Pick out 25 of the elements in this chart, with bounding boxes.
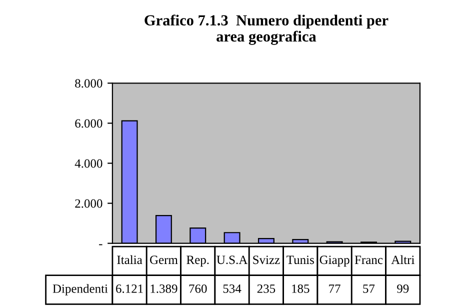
x-tick-label: Altri bbox=[391, 255, 414, 264]
data-label: 185 bbox=[292, 284, 310, 293]
x-tick-label: Rep. bbox=[186, 256, 209, 267]
y-tick-label: - bbox=[99, 244, 102, 246]
x-tick-label: U.S.A bbox=[216, 256, 248, 264]
data-label: 99 bbox=[397, 284, 409, 293]
x-tick-label: Tunis bbox=[286, 256, 314, 264]
y-tick-label: 6.000 bbox=[75, 119, 102, 128]
x-tick-label: Franc bbox=[354, 256, 383, 264]
x-tick-label: Germ bbox=[150, 256, 178, 264]
data-label: 6.121 bbox=[116, 284, 143, 293]
data-label: 57 bbox=[363, 284, 375, 293]
chart-title: Grafico 7.1.3 Numero dipendenti per area geografica bbox=[144, 14, 388, 45]
data-label: 760 bbox=[189, 284, 207, 293]
data-label: 77 bbox=[329, 284, 340, 293]
x-tick-label: Svizz bbox=[253, 256, 280, 264]
y-tick-label: 8.000 bbox=[75, 79, 102, 88]
text: Dipendenti bbox=[52, 284, 108, 296]
x-tick-label: Giapp bbox=[320, 256, 350, 267]
data-label: 235 bbox=[257, 284, 276, 293]
x-tick-label: Italia bbox=[117, 255, 142, 264]
data-label: 534 bbox=[223, 284, 242, 293]
y-tick-label: 2.000 bbox=[75, 199, 102, 208]
y-tick-label: 4.000 bbox=[74, 159, 102, 168]
data-label: 1.389 bbox=[150, 284, 178, 293]
